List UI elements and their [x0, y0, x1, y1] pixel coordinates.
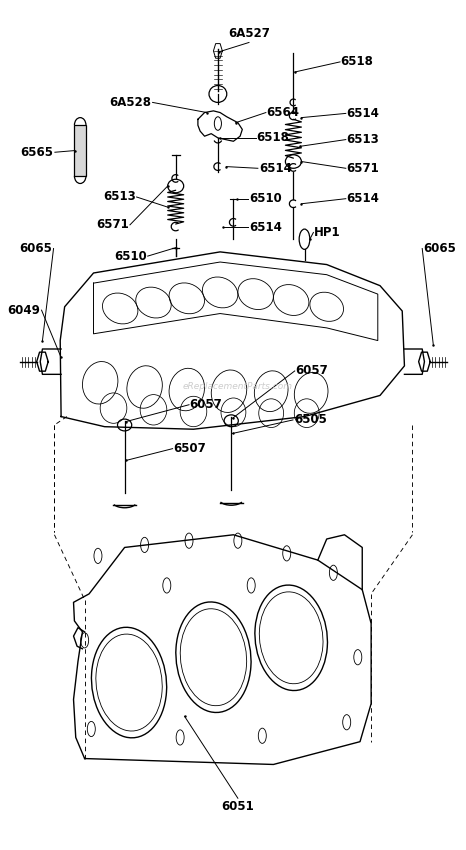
Text: eReplacementParts.com: eReplacementParts.com: [183, 382, 293, 392]
Text: 6A527: 6A527: [228, 27, 270, 40]
Text: 6514: 6514: [347, 192, 380, 205]
Text: 6510: 6510: [114, 250, 147, 263]
Text: 6571: 6571: [96, 218, 129, 231]
Text: 6514: 6514: [259, 162, 292, 175]
Text: 6505: 6505: [294, 413, 327, 427]
Text: 6564: 6564: [267, 106, 300, 119]
Text: 6571: 6571: [347, 162, 379, 175]
Text: 6565: 6565: [21, 145, 54, 159]
Text: 6513: 6513: [347, 133, 379, 146]
Text: 6518: 6518: [256, 132, 289, 144]
Text: 6065: 6065: [424, 242, 456, 255]
Text: 6513: 6513: [103, 190, 136, 203]
Text: 6514: 6514: [347, 107, 380, 120]
Text: 6057: 6057: [295, 365, 329, 377]
Text: 6049: 6049: [7, 303, 40, 317]
Text: 6507: 6507: [173, 442, 206, 455]
Text: HP1: HP1: [314, 226, 341, 239]
Text: 6514: 6514: [249, 221, 282, 234]
Text: 6051: 6051: [221, 800, 254, 813]
Text: 6065: 6065: [19, 242, 52, 255]
Text: 6518: 6518: [340, 55, 373, 68]
Text: 6057: 6057: [189, 399, 222, 411]
Bar: [75, 125, 86, 176]
Text: 6510: 6510: [249, 192, 282, 205]
Text: 6A528: 6A528: [109, 96, 151, 109]
